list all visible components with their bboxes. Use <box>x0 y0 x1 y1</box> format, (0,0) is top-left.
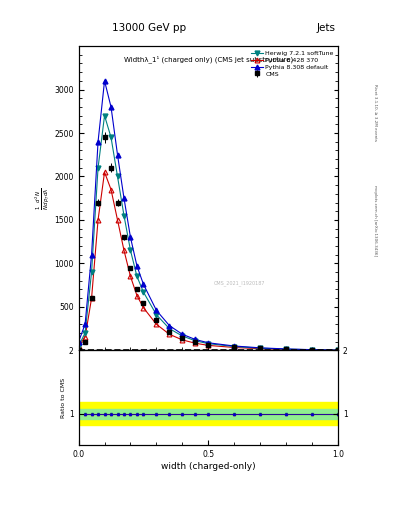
Herwig 7.2.1 softTune <box>336 347 340 353</box>
Herwig 7.2.1 softTune <box>115 174 120 180</box>
Pythia 6.428 370 <box>167 331 172 337</box>
Pythia 6.428 370 <box>108 186 114 193</box>
Pythia 6.428 370 <box>180 337 185 343</box>
Y-axis label: $\frac{1}{N}\frac{d^2N}{dp_T d\lambda}$: $\frac{1}{N}\frac{d^2N}{dp_T d\lambda}$ <box>33 187 51 209</box>
Text: Rivet 3.1.10, ≥ 3.2M events: Rivet 3.1.10, ≥ 3.2M events <box>373 84 377 141</box>
Pythia 8.308 default <box>284 346 288 352</box>
Pythia 8.308 default <box>206 340 211 346</box>
Pythia 8.308 default <box>232 343 237 349</box>
Text: CMS_2021_I1920187: CMS_2021_I1920187 <box>213 281 265 286</box>
Pythia 6.428 370 <box>206 343 211 349</box>
Pythia 8.308 default <box>128 234 133 241</box>
Pythia 6.428 370 <box>102 169 107 175</box>
Pythia 8.308 default <box>115 152 120 158</box>
Herwig 7.2.1 softTune <box>193 338 198 344</box>
Pythia 8.308 default <box>76 338 81 345</box>
Herwig 7.2.1 softTune <box>76 343 81 349</box>
Pythia 6.428 370 <box>258 346 263 352</box>
Text: Jets: Jets <box>317 23 336 33</box>
Pythia 8.308 default <box>180 331 185 337</box>
Herwig 7.2.1 softTune <box>258 345 263 351</box>
Herwig 7.2.1 softTune <box>134 273 140 280</box>
Herwig 7.2.1 softTune <box>167 326 172 332</box>
Pythia 8.308 default <box>193 336 198 343</box>
Pythia 6.428 370 <box>89 295 94 301</box>
Pythia 8.308 default <box>96 139 101 145</box>
Y-axis label: Ratio to CMS: Ratio to CMS <box>61 378 66 418</box>
Pythia 6.428 370 <box>83 334 88 340</box>
Pythia 8.308 default <box>310 347 314 353</box>
Herwig 7.2.1 softTune <box>141 289 146 295</box>
Pythia 8.308 default <box>108 104 114 110</box>
Pythia 8.308 default <box>154 307 159 313</box>
Herwig 7.2.1 softTune <box>108 134 114 140</box>
Line: Herwig 7.2.1 softTune: Herwig 7.2.1 softTune <box>76 113 340 353</box>
Pythia 6.428 370 <box>284 347 288 353</box>
Herwig 7.2.1 softTune <box>83 330 88 336</box>
Pythia 8.308 default <box>134 263 140 269</box>
Herwig 7.2.1 softTune <box>232 344 237 350</box>
Herwig 7.2.1 softTune <box>284 346 288 352</box>
Pythia 6.428 370 <box>122 247 127 253</box>
Pythia 6.428 370 <box>336 347 340 353</box>
Text: mcplots.cern.ch [arXiv:1306.3436]: mcplots.cern.ch [arXiv:1306.3436] <box>373 185 377 255</box>
Pythia 8.308 default <box>83 321 88 327</box>
Herwig 7.2.1 softTune <box>96 165 101 171</box>
Pythia 6.428 370 <box>128 273 133 280</box>
Herwig 7.2.1 softTune <box>180 333 185 339</box>
Herwig 7.2.1 softTune <box>89 269 94 275</box>
Pythia 6.428 370 <box>76 343 81 349</box>
Pythia 8.308 default <box>89 252 94 258</box>
Herwig 7.2.1 softTune <box>310 347 314 353</box>
Pythia 6.428 370 <box>310 347 314 353</box>
Pythia 6.428 370 <box>134 292 140 298</box>
Herwig 7.2.1 softTune <box>206 340 211 347</box>
X-axis label: width (charged-only): width (charged-only) <box>161 462 255 471</box>
Pythia 8.308 default <box>258 345 263 351</box>
Line: Pythia 8.308 default: Pythia 8.308 default <box>76 78 340 353</box>
Pythia 6.428 370 <box>115 217 120 223</box>
Pythia 8.308 default <box>336 347 340 353</box>
Pythia 6.428 370 <box>154 321 159 327</box>
Pythia 8.308 default <box>102 78 107 84</box>
Legend: Herwig 7.2.1 softTune, Pythia 6.428 370, Pythia 8.308 default, CMS: Herwig 7.2.1 softTune, Pythia 6.428 370,… <box>249 48 336 79</box>
Pythia 8.308 default <box>141 281 146 287</box>
Pythia 8.308 default <box>122 195 127 201</box>
Text: Widthλ_1¹ (charged only) (CMS jet substructure): Widthλ_1¹ (charged only) (CMS jet substr… <box>124 55 293 63</box>
Herwig 7.2.1 softTune <box>154 312 159 318</box>
Line: Pythia 6.428 370: Pythia 6.428 370 <box>76 169 340 353</box>
Text: 13000 GeV pp: 13000 GeV pp <box>112 23 186 33</box>
Pythia 6.428 370 <box>141 305 146 311</box>
Herwig 7.2.1 softTune <box>128 247 133 253</box>
Pythia 8.308 default <box>167 323 172 329</box>
Pythia 6.428 370 <box>193 340 198 346</box>
Herwig 7.2.1 softTune <box>122 212 127 219</box>
Pythia 6.428 370 <box>232 345 237 351</box>
Pythia 6.428 370 <box>96 217 101 223</box>
Herwig 7.2.1 softTune <box>102 113 107 119</box>
